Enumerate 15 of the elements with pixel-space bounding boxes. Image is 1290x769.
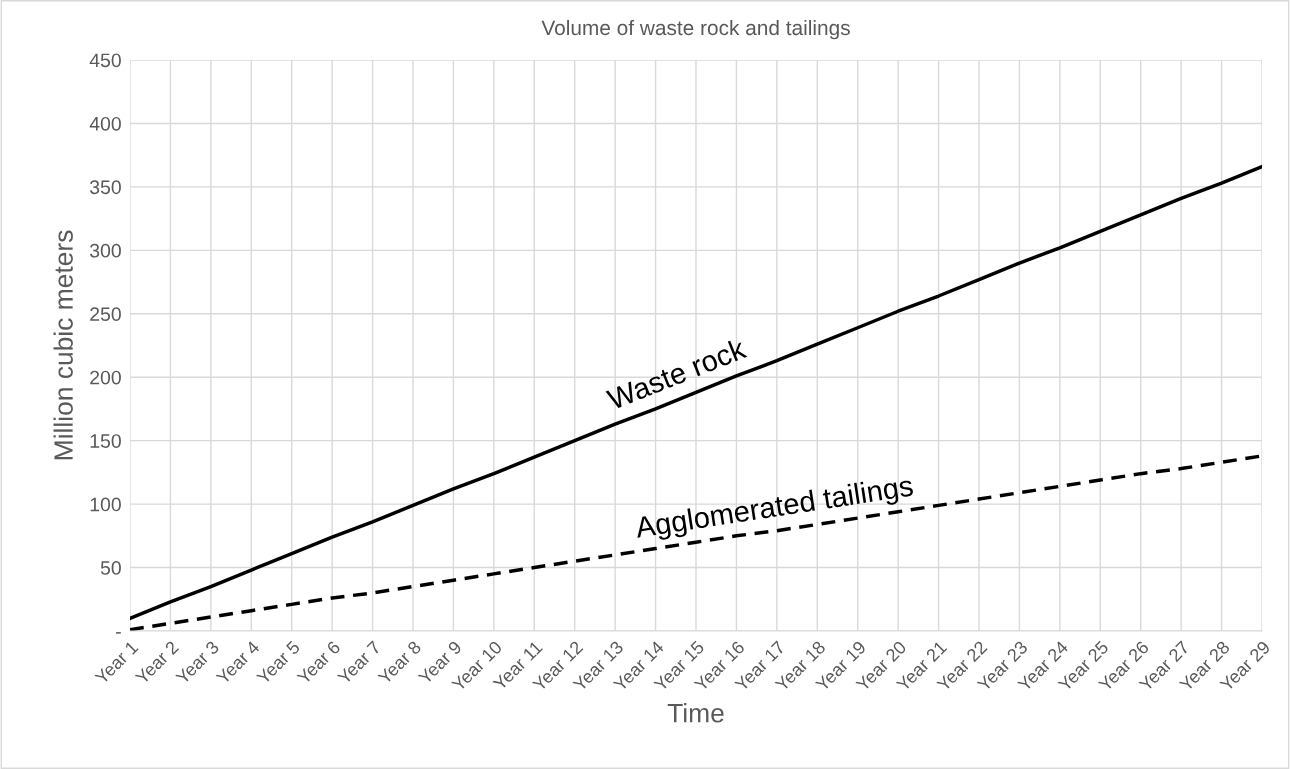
y-tick-label: 100 (90, 497, 121, 512)
y-axis-title: Million cubic meters (53, 230, 73, 460)
y-tick-label: 150 (90, 434, 121, 448)
x-axis-title: Time (667, 703, 724, 723)
y-tick-label: 200 (90, 370, 121, 385)
y-tick-label: 250 (90, 307, 121, 322)
y-tick-label: 400 (89, 116, 121, 131)
y-tick-label: - (116, 632, 121, 634)
chart-title: Volume of waste rock and tailings (541, 19, 850, 40)
line-series (130, 164, 1262, 621)
y-tick-label: 300 (89, 243, 121, 258)
y-tick-label: 350 (89, 180, 121, 195)
y-tick-label: 450 (89, 53, 121, 68)
y-tick-label: 50 (100, 561, 121, 575)
text: Waste rock (605, 336, 748, 411)
